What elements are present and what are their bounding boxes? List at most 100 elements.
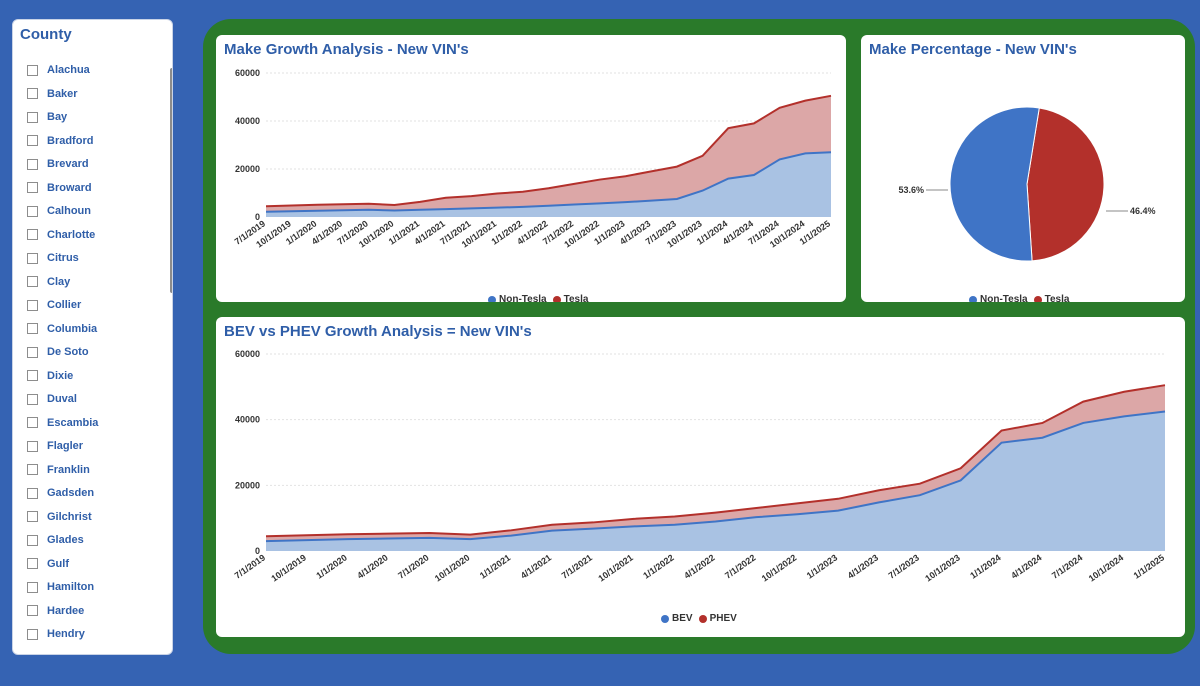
county-checkbox[interactable]: [27, 487, 38, 499]
county-item[interactable]: Hendry: [27, 624, 85, 644]
legend-item: Tesla: [1033, 294, 1070, 302]
county-item[interactable]: Dixie: [27, 366, 73, 386]
legend-label: BEV: [672, 613, 693, 624]
county-checkbox[interactable]: [27, 417, 38, 428]
y-tick-label: 0: [255, 546, 260, 556]
county-item[interactable]: Charlotte: [27, 225, 95, 245]
county-checkbox[interactable]: [27, 581, 38, 593]
county-item[interactable]: Duval: [27, 389, 77, 409]
county-label: Glades: [47, 534, 84, 546]
legend-marker: [661, 614, 669, 623]
county-item[interactable]: Hernando: [27, 648, 98, 649]
x-tick-label: 1/1/2022: [641, 552, 675, 580]
county-list: Alachua Baker Bay Bradford Brevard Broward Cal…: [13, 60, 163, 648]
county-checkbox[interactable]: [27, 229, 38, 240]
county-item[interactable]: Calhoun: [27, 201, 91, 221]
county-checkbox[interactable]: [27, 182, 38, 193]
county-checkbox[interactable]: [27, 511, 38, 522]
slicer-scrollbar[interactable]: [170, 68, 172, 293]
legend-item: Tesla: [552, 294, 588, 302]
pie-slice-non-tesla: [949, 106, 1040, 262]
county-checkbox[interactable]: [27, 111, 38, 123]
county-item[interactable]: Hamilton: [27, 577, 94, 597]
series-line-phev: [265, 384, 1166, 538]
county-item[interactable]: Collier: [27, 295, 81, 315]
county-label: Gadsden: [47, 487, 95, 499]
county-checkbox[interactable]: [27, 158, 38, 170]
county-checkbox[interactable]: [27, 64, 38, 76]
county-checkbox[interactable]: [27, 370, 38, 381]
make-percentage-card: 46.4% 53.6% Make Percentage - New VIN's N…: [861, 35, 1185, 302]
county-checkbox[interactable]: [27, 605, 38, 616]
legend-marker: [488, 295, 496, 302]
county-checkbox[interactable]: [27, 464, 38, 475]
bev-phev-card: 0 20000 40000 60000 7/1/2019 10/1/2019 1/1/202…: [216, 317, 1185, 637]
county-checkbox[interactable]: [27, 252, 38, 264]
county-item[interactable]: Clay: [27, 272, 70, 292]
x-tick-label: 10/1/2024: [1087, 552, 1126, 583]
county-label: Duval: [47, 393, 77, 405]
x-tick-label: 10/1/2020: [433, 552, 472, 583]
pie-value-label: 53.6%: [898, 185, 924, 195]
county-checkbox[interactable]: [27, 558, 38, 569]
county-item[interactable]: Alachua: [27, 60, 90, 80]
county-item[interactable]: Brevard: [27, 154, 89, 174]
county-item[interactable]: Baker: [27, 84, 78, 104]
county-label: Bay: [47, 111, 68, 123]
x-tick-label: 4/1/2021: [519, 552, 553, 580]
county-label: Calhoun: [47, 205, 91, 217]
county-checkbox[interactable]: [27, 323, 38, 334]
county-item[interactable]: Broward: [27, 178, 92, 198]
county-item[interactable]: Gadsden: [27, 483, 94, 503]
x-tick-label: 1/1/2025: [1132, 552, 1166, 580]
county-label: Gilchrist: [47, 510, 92, 523]
make-percentage-legend: Non-Tesla Tesla: [969, 294, 1075, 302]
x-tick-label: 7/1/2019: [233, 552, 267, 580]
county-checkbox[interactable]: [27, 346, 38, 358]
county-checkbox[interactable]: [27, 534, 38, 546]
county-item[interactable]: Franklin: [27, 460, 90, 480]
county-item[interactable]: Escambia: [27, 413, 98, 433]
make-growth-chart: 02000040000600007/1/201910/1/20191/1/202…: [233, 68, 832, 250]
legend-item: Non-Tesla: [969, 294, 1028, 302]
make-percentage-chart: 46.4% 53.6%: [898, 106, 1156, 262]
make-growth-card: 0 20000 40000 60000 7/1/2019 10/1/2019 1/1/202…: [216, 35, 846, 302]
county-item[interactable]: Bay: [27, 107, 67, 127]
county-label: De Soto: [47, 346, 89, 358]
county-checkbox[interactable]: [27, 135, 38, 146]
x-tick-label: 4/1/2023: [846, 552, 880, 580]
x-tick-label: 10/1/2023: [923, 552, 962, 583]
series-line-non-tesla: [265, 151, 832, 213]
county-label: Hendry: [47, 628, 85, 640]
county-item[interactable]: Glades: [27, 530, 84, 550]
county-item[interactable]: Hardee: [27, 601, 84, 621]
series-line-bev: [265, 410, 1166, 543]
county-item[interactable]: Citrus: [27, 248, 79, 268]
county-item[interactable]: Columbia: [27, 319, 97, 339]
county-checkbox[interactable]: [27, 276, 38, 287]
make-growth-title: Make Growth Analysis - New VIN's: [224, 41, 469, 58]
county-checkbox[interactable]: [27, 299, 38, 311]
county-checkbox[interactable]: [27, 205, 38, 217]
county-item[interactable]: Gulf: [27, 554, 69, 574]
county-item[interactable]: Gilchrist: [27, 507, 92, 527]
county-item[interactable]: Flagler: [27, 436, 83, 456]
y-tick-label: 40000: [235, 116, 260, 126]
pie-value-label: 46.4%: [1130, 206, 1156, 216]
county-item[interactable]: De Soto: [27, 342, 89, 362]
legend-item: BEV: [661, 613, 693, 624]
county-label: Alachua: [47, 64, 90, 76]
county-label: Brevard: [47, 158, 89, 170]
legend-marker: [969, 295, 977, 302]
county-checkbox[interactable]: [27, 628, 38, 640]
county-checkbox[interactable]: [27, 88, 38, 99]
y-tick-label: 40000: [235, 415, 260, 425]
legend-marker: [1033, 295, 1042, 302]
county-label: Dixie: [47, 369, 74, 382]
county-item[interactable]: Bradford: [27, 131, 93, 151]
county-checkbox[interactable]: [27, 440, 38, 452]
legend-label: Tesla: [1044, 294, 1070, 302]
county-checkbox[interactable]: [27, 393, 38, 405]
x-tick-label: 1/1/2021: [478, 552, 512, 580]
legend-label: PHEV: [709, 613, 737, 624]
